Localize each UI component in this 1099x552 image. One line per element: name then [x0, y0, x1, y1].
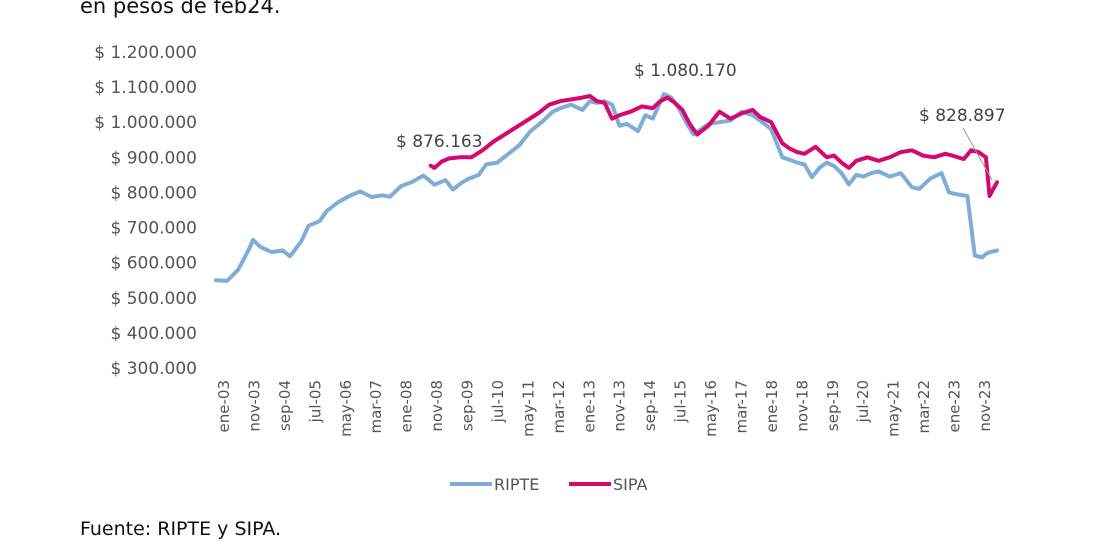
- y-tick-label: $ 800.000: [110, 183, 197, 203]
- legend-label: RIPTE: [494, 475, 539, 494]
- x-tick-label: may-16: [702, 380, 720, 437]
- x-tick-label: jul-15: [672, 380, 690, 423]
- x-tick-label: mar-12: [550, 380, 568, 434]
- x-tick-label: sep-19: [824, 380, 842, 431]
- x-tick-label: jul-05: [306, 380, 324, 423]
- y-tick-label: $ 700.000: [110, 219, 197, 239]
- x-tick-label: mar-17: [732, 380, 750, 434]
- y-tick-label: $ 900.000: [110, 148, 197, 168]
- x-tick-label: ene-03: [215, 380, 233, 432]
- x-axis: ene-03 nov-03 sep-04 jul-05 may-06 mar-07 ene-…: [215, 380, 994, 437]
- y-tick-label: $ 600.000: [110, 254, 197, 274]
- y-tick-label: $ 500.000: [110, 289, 197, 309]
- x-tick-label: may-06: [337, 380, 355, 437]
- legend-label: SIPA: [613, 475, 648, 494]
- x-tick-label: nov-03: [245, 380, 263, 432]
- y-tick-label: $ 1.200.000: [94, 43, 197, 63]
- series-line-ripte: [214, 92, 999, 283]
- x-tick-label: sep-04: [276, 380, 294, 431]
- x-tick-label: mar-07: [367, 380, 385, 434]
- x-tick-label: nov-23: [976, 380, 994, 432]
- x-tick-label: jul-10: [489, 380, 507, 423]
- legend: RIPTE SIPA: [450, 475, 648, 494]
- x-tick-label: ene-18: [763, 380, 781, 432]
- x-tick-label: nov-08: [428, 380, 446, 432]
- x-tick-label: jul-20: [854, 380, 872, 423]
- y-tick-label: $ 1.000.000: [94, 113, 197, 133]
- y-tick-label: $ 400.000: [110, 324, 197, 344]
- x-tick-label: ene-13: [580, 380, 598, 432]
- x-tick-label: sep-14: [641, 380, 659, 431]
- annotation-label: $ 876.163: [396, 132, 483, 152]
- source-note: Fuente: RIPTE y SIPA.: [80, 518, 282, 540]
- x-tick-label: ene-08: [398, 380, 416, 432]
- x-tick-label: ene-23: [946, 380, 964, 432]
- annotation-leader-line: [962, 127, 993, 181]
- x-tick-label: may-21: [885, 380, 903, 437]
- x-tick-label: sep-09: [459, 380, 477, 431]
- y-axis: $ 1.200.000 $ 1.100.000 $ 1.000.000 $ 900.0…: [94, 43, 197, 379]
- y-tick-label: $ 300.000: [110, 359, 197, 379]
- annotation-label: $ 828.897: [919, 106, 1006, 126]
- annotation-label: $ 1.080.170: [634, 61, 737, 81]
- series-lines: [214, 92, 999, 283]
- x-tick-label: mar-22: [915, 380, 933, 434]
- x-tick-label: may-11: [519, 380, 537, 437]
- annotations: $ 876.163 $ 1.080.170 $ 828.897: [396, 61, 1006, 181]
- x-tick-label: nov-13: [611, 380, 629, 432]
- x-tick-label: nov-18: [793, 380, 811, 432]
- series-line-sipa: [428, 93, 999, 198]
- y-tick-label: $ 1.100.000: [94, 78, 197, 98]
- chart-subtitle: en pesos de feb24.: [80, 0, 281, 18]
